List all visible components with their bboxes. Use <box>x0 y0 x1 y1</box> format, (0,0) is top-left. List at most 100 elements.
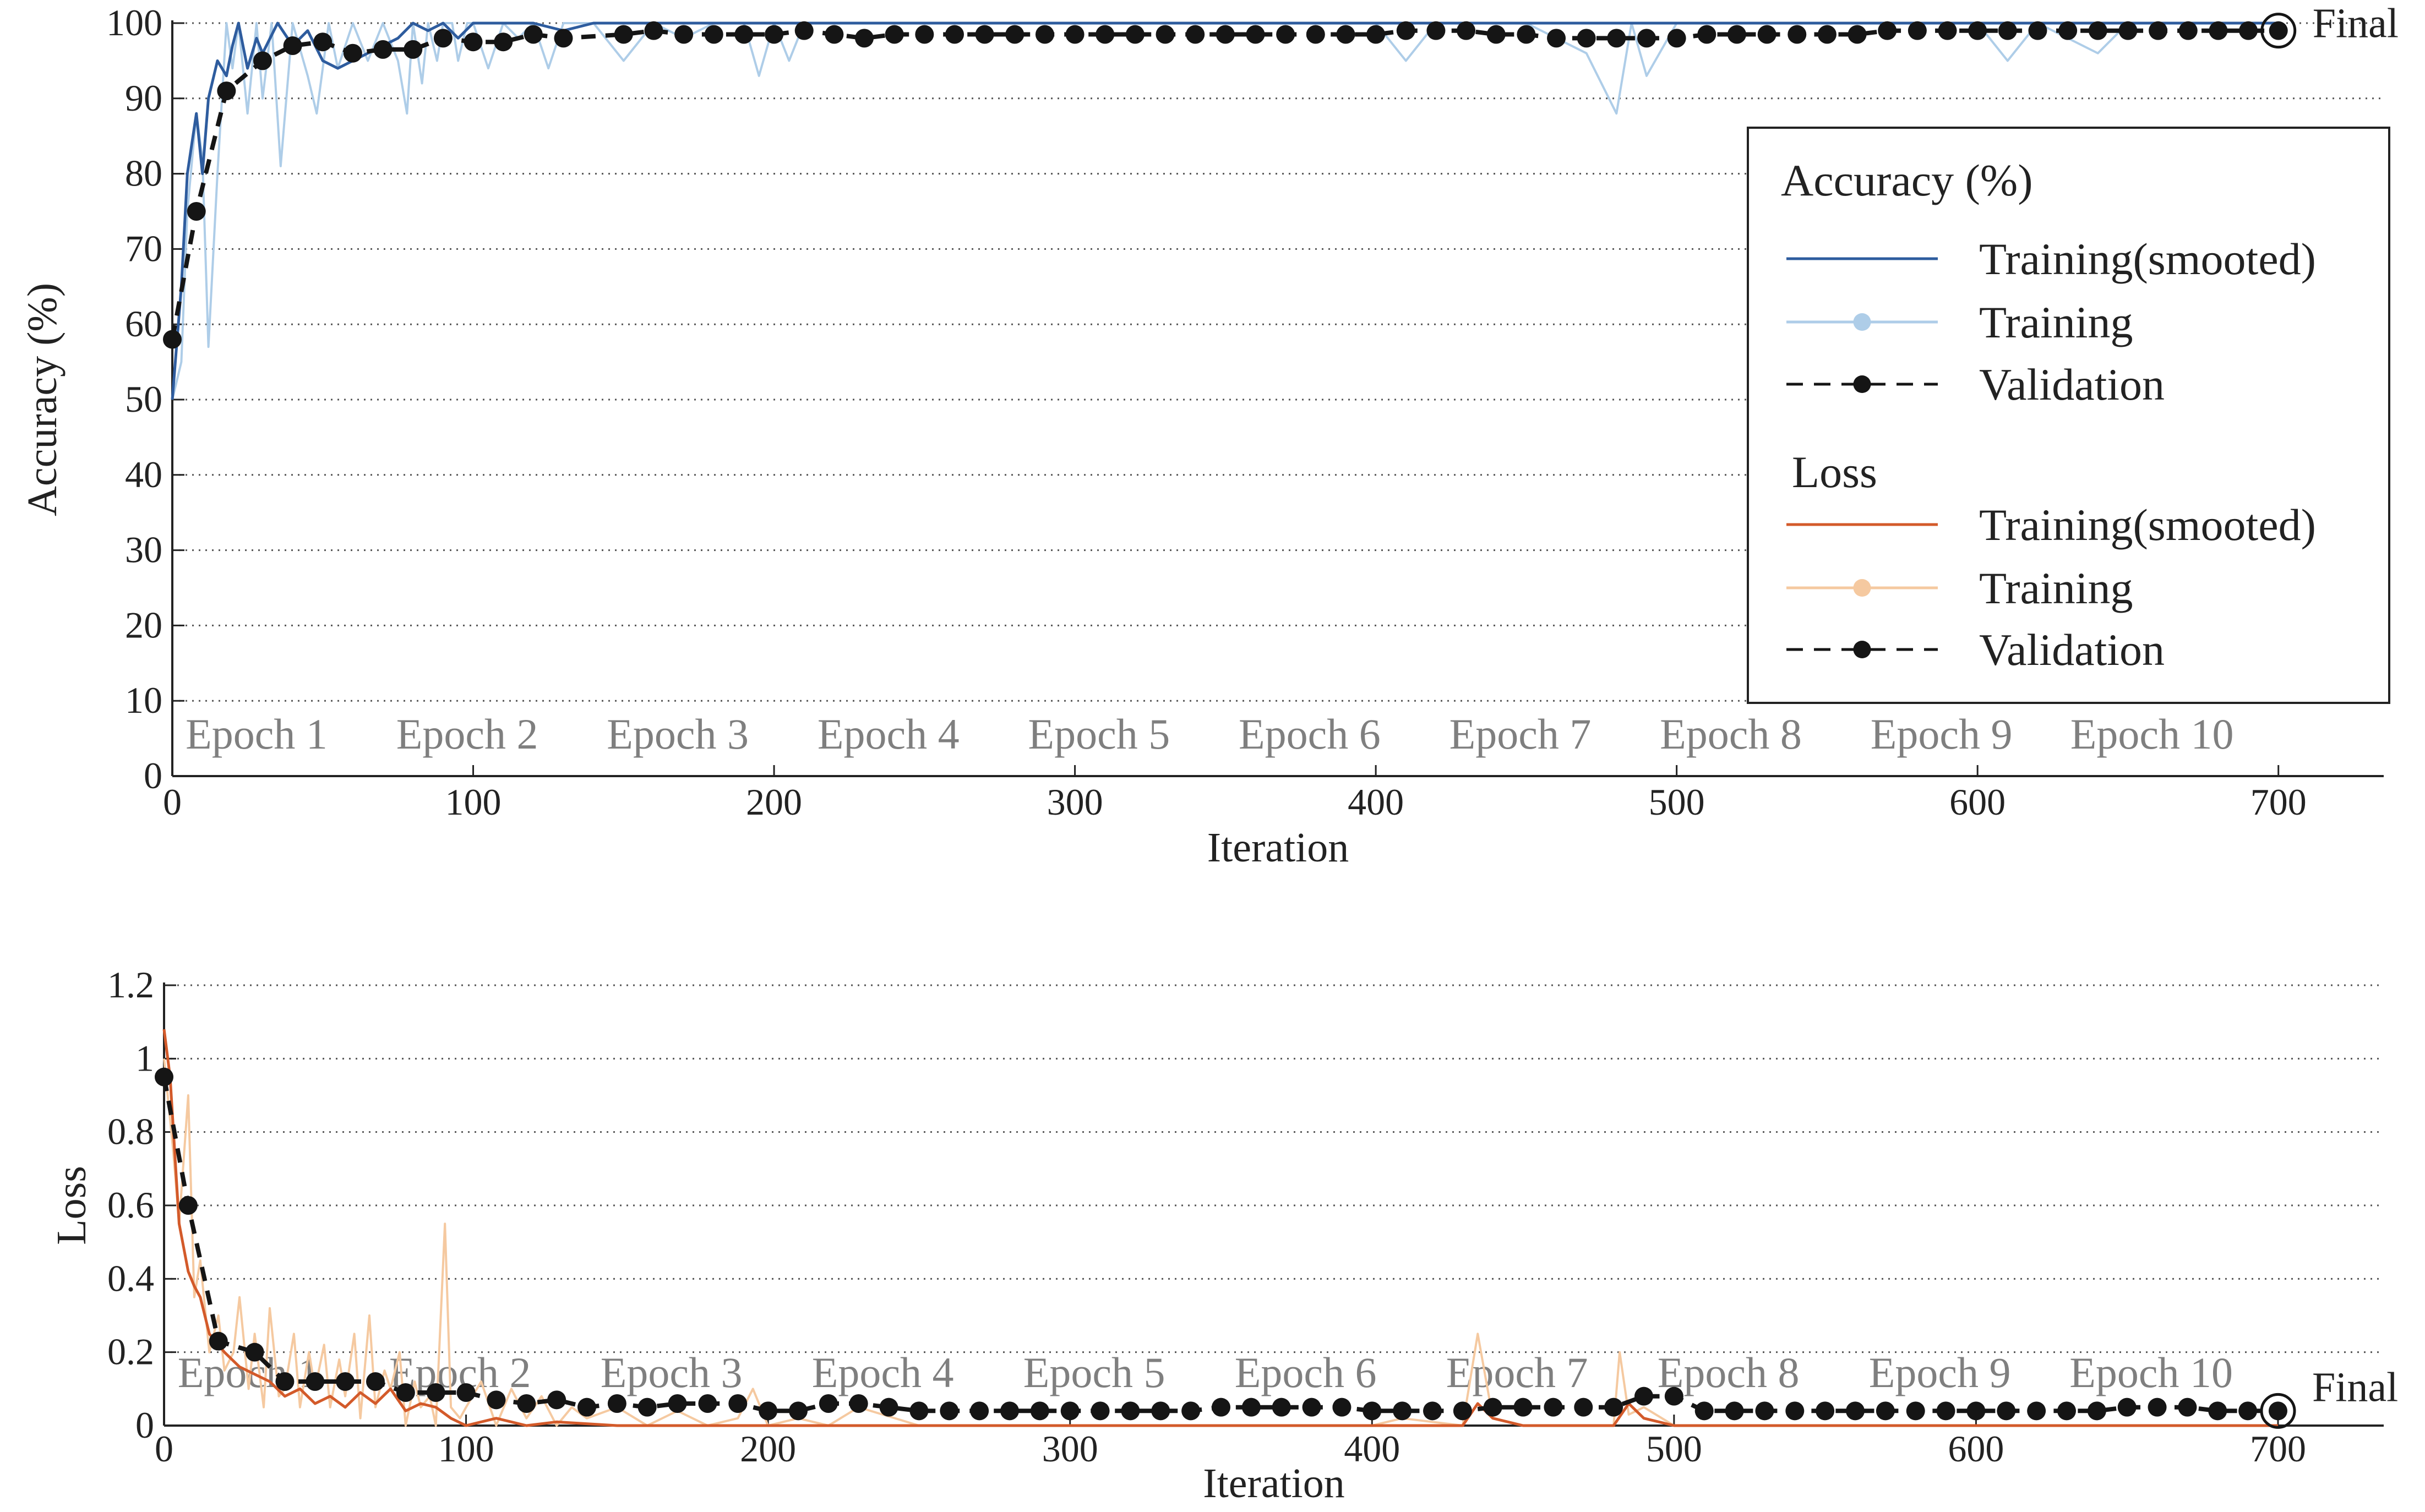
validation-point <box>187 202 206 221</box>
validation-point <box>2028 21 2047 40</box>
validation-point <box>1486 25 1506 44</box>
epoch-label: Epoch 1 <box>186 710 328 758</box>
epoch-label: Epoch 7 <box>1449 710 1592 758</box>
validation-point <box>1848 25 1867 44</box>
validation-point <box>404 40 423 59</box>
epoch-label: Epoch 2 <box>396 710 538 758</box>
legend-accuracy-title: Accuracy (%) <box>1781 155 2033 205</box>
x-tick-label: 300 <box>1047 781 1103 823</box>
validation-point <box>1727 25 1746 44</box>
final-label: Final <box>2312 1364 2398 1410</box>
epoch-label: Epoch 9 <box>1871 710 2013 758</box>
legend-loss-swatch-validation-dot <box>1853 641 1871 658</box>
validation-point <box>2027 1401 2046 1421</box>
validation-point <box>698 1394 717 1413</box>
final-label: Final <box>2313 1 2399 47</box>
validation-point <box>2087 1401 2106 1421</box>
validation-point <box>1755 1401 1774 1421</box>
legend-loss-swatch-training-dot <box>1853 579 1871 597</box>
y-tick-label: 0.8 <box>107 1111 154 1153</box>
validation-point <box>517 1394 536 1413</box>
validation-point <box>155 1067 173 1087</box>
validation-point <box>614 25 633 44</box>
y-tick-label: 30 <box>125 529 162 571</box>
validation-point <box>456 1383 476 1402</box>
x-tick-label: 600 <box>1948 1428 2004 1470</box>
y-tick-label: 50 <box>125 378 162 420</box>
validation-point <box>1005 25 1025 44</box>
validation-point <box>1332 1398 1352 1417</box>
validation-point <box>1241 1398 1261 1417</box>
validation-point <box>1366 25 1386 44</box>
y-tick-label: 10 <box>125 679 162 721</box>
y-tick-label: 0.2 <box>107 1331 154 1373</box>
validation-point <box>1876 1401 1895 1421</box>
validation-point <box>487 1390 506 1410</box>
validation-point <box>2149 21 2168 40</box>
validation-point <box>1908 21 1927 40</box>
validation-point <box>1306 25 1325 44</box>
legend-loss-label-validation: Validation <box>1979 625 2165 675</box>
y-tick-label: 70 <box>125 227 162 269</box>
validation-point <box>1936 1401 1955 1421</box>
validation-point <box>2118 21 2138 40</box>
validation-point <box>879 1398 898 1417</box>
x-tick-label: 700 <box>2250 781 2307 823</box>
validation-point <box>2269 21 2288 40</box>
x-tick-label: 400 <box>1344 1428 1400 1470</box>
validation-point <box>245 1342 264 1362</box>
validation-point <box>1276 25 1295 44</box>
validation-point <box>1393 1401 1412 1421</box>
validation-point <box>1246 25 1265 44</box>
epoch-label: Epoch 3 <box>601 1349 743 1396</box>
series-line-validation <box>170 28 2279 340</box>
validation-point <box>1637 29 1656 48</box>
legend-loss-label-smoothed: Training(smooted) <box>1979 500 2316 550</box>
validation-point <box>1785 1401 1805 1421</box>
legend-loss-label-training: Training <box>1979 563 2133 613</box>
validation-point <box>1664 1387 1683 1406</box>
epoch-label: Epoch 4 <box>818 710 960 758</box>
validation-point <box>1697 25 1716 44</box>
validation-point <box>373 40 393 59</box>
validation-point <box>1968 21 1987 40</box>
validation-point <box>704 25 723 44</box>
validation-point <box>1577 29 1596 48</box>
series-line-training-smoothed <box>171 21 2279 400</box>
validation-point <box>283 36 302 56</box>
validation-point <box>1000 1401 1019 1421</box>
validation-point <box>163 330 182 349</box>
legend-box <box>1747 127 2390 704</box>
validation-point <box>1363 1401 1382 1421</box>
legend-acc-swatch-validation-dot <box>1853 375 1871 393</box>
legend-acc-label-smoothed: Training(smooted) <box>1979 234 2316 284</box>
validation-point <box>1156 25 1175 44</box>
validation-point <box>577 1398 596 1417</box>
epoch-label: Epoch 6 <box>1235 1349 1377 1396</box>
validation-point <box>2058 21 2078 40</box>
y-tick-label: 80 <box>125 152 162 194</box>
epoch-label: Epoch 9 <box>1869 1349 2011 1396</box>
validation-point <box>915 25 934 44</box>
validation-point <box>734 25 754 44</box>
x-tick-label: 500 <box>1649 781 1705 823</box>
y-tick-label: 40 <box>125 454 162 495</box>
epoch-label: Epoch 8 <box>1660 710 1802 758</box>
validation-point <box>1604 1398 1623 1417</box>
y-tick-label: 0.4 <box>107 1257 154 1299</box>
x-tick-label: 400 <box>1348 781 1404 823</box>
validation-point <box>940 1401 959 1421</box>
validation-point <box>2238 1401 2258 1421</box>
validation-point <box>1998 21 2017 40</box>
legend-loss-title: Loss <box>1792 447 1877 497</box>
validation-point <box>313 32 333 52</box>
validation-point <box>794 21 814 40</box>
validation-point <box>524 25 543 44</box>
validation-point <box>1878 21 1897 40</box>
series-line-training <box>171 22 2279 400</box>
validation-point <box>2057 1401 2076 1421</box>
validation-point <box>668 1394 687 1413</box>
epoch-label: Epoch 7 <box>1446 1349 1588 1396</box>
epoch-label: Epoch 10 <box>2070 710 2234 758</box>
validation-point <box>1906 1401 1925 1421</box>
